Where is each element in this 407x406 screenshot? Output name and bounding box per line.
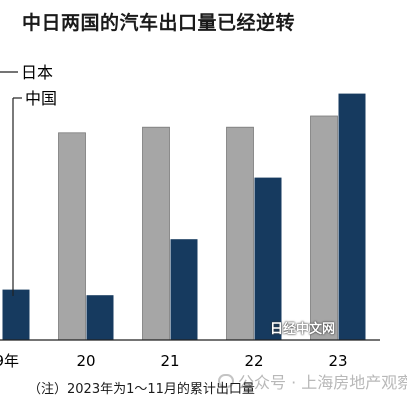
legend-label-china: 中国 <box>25 89 57 108</box>
legend-label-japan: 日本 <box>21 63 53 82</box>
footnote: （注）2023年为1～11月的累计出口量 <box>28 382 255 397</box>
x-tick-label-3: 22 <box>244 352 263 370</box>
x-axis-ticks: 19年 20 21 22 23 <box>0 352 348 370</box>
wechat-icon <box>218 374 234 388</box>
chart-title: 中日两国的汽车出口量已经逆转 <box>22 12 296 34</box>
x-tick-label-1: 20 <box>76 352 95 370</box>
watermark-text: 公众号 · 上海房地产观察 <box>238 373 407 392</box>
bar-japan-4 <box>310 115 338 341</box>
bars-group <box>2 93 366 341</box>
bar-china-4 <box>338 93 366 340</box>
x-tick-label-4: 23 <box>328 352 347 370</box>
x-tick-label-2: 21 <box>160 352 179 370</box>
legend: 日本 中国 <box>0 63 57 296</box>
bar-china-1 <box>86 295 114 340</box>
wechat-watermark: 公众号 · 上海房地产观察 <box>218 369 407 393</box>
site-watermark: 日经中文网 <box>270 322 336 337</box>
bar-japan-2 <box>142 126 170 341</box>
bar-japan-1 <box>58 132 86 341</box>
bar-china-0 <box>2 289 30 340</box>
bar-china-3 <box>254 177 282 340</box>
bar-japan-3 <box>226 126 254 341</box>
x-tick-label-0: 19年 <box>0 352 19 370</box>
bar-china-2 <box>170 239 198 340</box>
